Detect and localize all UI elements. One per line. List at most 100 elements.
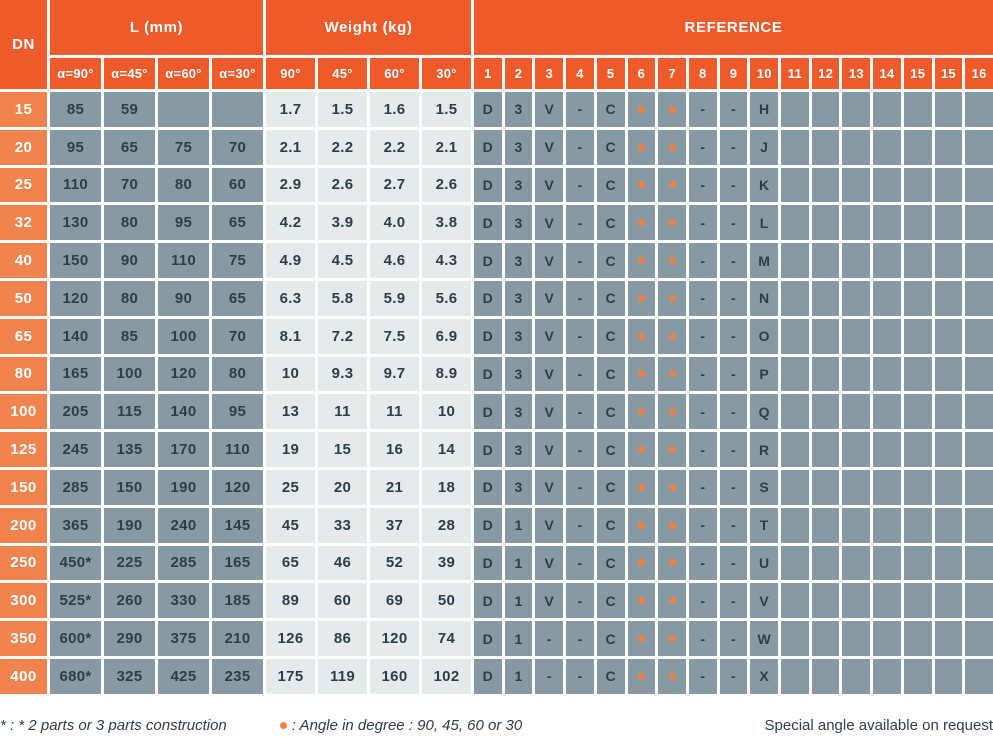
- dn-cell: 65: [0, 318, 47, 354]
- weight-cell: 7.5: [370, 318, 419, 354]
- ref-cell: [934, 621, 963, 656]
- ref-cell: [781, 545, 809, 581]
- weight-cell: 9.3: [318, 356, 367, 392]
- ref-cell: [965, 394, 993, 430]
- weight-cell: 10: [422, 394, 471, 430]
- ref-cell: D: [474, 432, 502, 467]
- weight-cell: 50: [422, 583, 471, 619]
- angle-dot-icon: [637, 521, 645, 529]
- l-cell: 205: [50, 394, 101, 430]
- weight-cell: 4.5: [318, 243, 367, 278]
- weight-cell: 25: [266, 469, 315, 505]
- ref-cell: [627, 545, 656, 581]
- ref-cell: [903, 356, 932, 392]
- header-l-group: L (mm): [50, 0, 263, 55]
- ref-cell: -: [566, 167, 594, 203]
- ref-cell: 1: [504, 583, 533, 619]
- ref-cell: [873, 507, 901, 543]
- weight-col-header: 30°: [422, 58, 471, 89]
- ref-cell: -: [535, 658, 564, 694]
- ref-cell: [873, 205, 901, 241]
- ref-cell: [965, 129, 993, 165]
- ref-cell: C: [596, 469, 625, 505]
- ref-cell: [965, 318, 993, 354]
- ref-cell: C: [596, 205, 625, 241]
- ref-cell: -: [719, 658, 748, 694]
- l-cell: 225: [104, 545, 155, 581]
- ref-cell: [965, 658, 993, 694]
- l-cell: 100: [104, 356, 155, 392]
- ref-cell: [811, 469, 840, 505]
- ref-cell: -: [688, 432, 717, 467]
- ref-cell: N: [750, 280, 779, 316]
- l-cell: 85: [104, 318, 155, 354]
- ref-cell: H: [750, 92, 779, 127]
- ref-cell: -: [566, 280, 594, 316]
- l-cell: 80: [158, 167, 209, 203]
- weight-cell: 89: [266, 583, 315, 619]
- ref-cell: -: [688, 280, 717, 316]
- ref-cell: C: [596, 92, 625, 127]
- ref-cell: [781, 432, 809, 467]
- ref-col-header: 2: [504, 58, 533, 89]
- ref-cell: -: [719, 583, 748, 619]
- ref-cell: [903, 432, 932, 467]
- l-cell: 235: [212, 658, 263, 694]
- weight-cell: 33: [318, 507, 367, 543]
- ref-cell: -: [719, 545, 748, 581]
- weight-cell: 6.9: [422, 318, 471, 354]
- weight-cell: 74: [422, 621, 471, 656]
- ref-cell: [658, 356, 686, 392]
- ref-cell: [781, 394, 809, 430]
- ref-cell: -: [688, 129, 717, 165]
- ref-cell: -: [688, 356, 717, 392]
- ref-cell: [934, 545, 963, 581]
- ref-cell: [811, 621, 840, 656]
- l-cell: 65: [212, 205, 263, 241]
- angle-dot-icon: [668, 483, 676, 491]
- ref-cell: [934, 92, 963, 127]
- angle-dot-icon: [637, 181, 645, 189]
- ref-col-header: 4: [566, 58, 594, 89]
- ref-cell: [965, 469, 993, 505]
- l-cell: 190: [158, 469, 209, 505]
- angle-dot-icon: [279, 721, 287, 729]
- ref-cell: 3: [504, 356, 533, 392]
- l-cell: 65: [104, 129, 155, 165]
- dn-cell: 50: [0, 280, 47, 316]
- angle-dot-icon: [637, 143, 645, 151]
- ref-cell: [842, 356, 871, 392]
- ref-cell: [842, 432, 871, 467]
- weight-col-header: 90°: [266, 58, 315, 89]
- weight-cell: 2.1: [422, 129, 471, 165]
- weight-cell: 4.9: [266, 243, 315, 278]
- ref-cell: [658, 129, 686, 165]
- dn-cell: 20: [0, 129, 47, 165]
- ref-cell: [658, 92, 686, 127]
- l-cell: 65: [212, 280, 263, 316]
- weight-cell: 4.2: [266, 205, 315, 241]
- l-cell: 600*: [50, 621, 101, 656]
- ref-cell: 1: [504, 507, 533, 543]
- ref-cell: D: [474, 621, 502, 656]
- angle-dot-icon: [668, 597, 676, 605]
- ref-cell: -: [688, 545, 717, 581]
- l-cell: 95: [212, 394, 263, 430]
- l-cell: 75: [212, 243, 263, 278]
- l-cell: 70: [212, 318, 263, 354]
- ref-cell: [842, 167, 871, 203]
- dn-cell: 125: [0, 432, 47, 467]
- ref-cell: J: [750, 129, 779, 165]
- ref-cell: -: [719, 394, 748, 430]
- l-col-header: α=30°: [212, 58, 263, 89]
- dn-cell: 32: [0, 205, 47, 241]
- ref-cell: [658, 432, 686, 467]
- ref-cell: [781, 205, 809, 241]
- l-cell: 185: [212, 583, 263, 619]
- ref-cell: 3: [504, 394, 533, 430]
- ref-cell: V: [535, 92, 564, 127]
- footnotes-bar: * : * 2 parts or 3 parts construction : …: [0, 717, 993, 734]
- ref-cell: [965, 621, 993, 656]
- ref-cell: V: [750, 583, 779, 619]
- l-cell: 190: [104, 507, 155, 543]
